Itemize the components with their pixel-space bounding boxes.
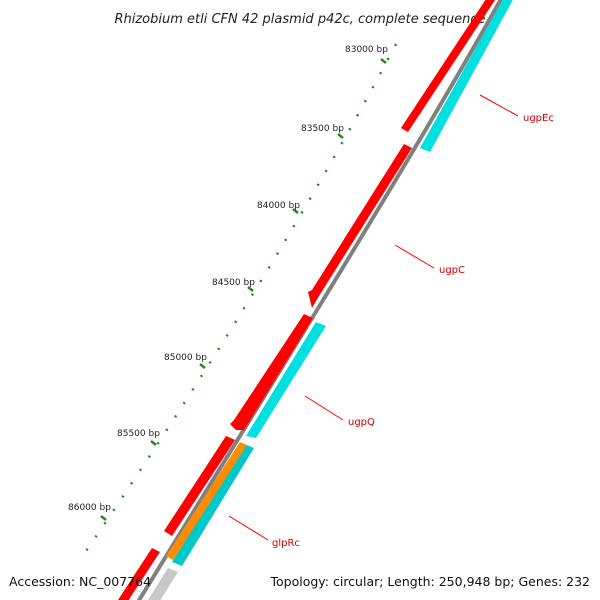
gene-arrow-bottom bbox=[118, 548, 160, 600]
gene-label-lines bbox=[228, 94, 519, 541]
gene-label-glpRc: glpRc bbox=[272, 538, 300, 549]
gene-arrow-glpRc bbox=[166, 442, 247, 560]
major-tick bbox=[100, 515, 107, 521]
major-tick bbox=[199, 363, 206, 369]
accession-label: Accession: NC_007764 bbox=[9, 574, 151, 589]
gene-labels: ugpEc ugpC ugpQ glpRc bbox=[272, 113, 554, 549]
bp-label-85000: 85000 bp bbox=[164, 353, 207, 363]
forward-strand-genes bbox=[118, 0, 496, 600]
bp-label-84000: 84000 bp bbox=[257, 201, 300, 211]
label-line-ugpEc bbox=[479, 94, 519, 117]
gene-label-ugpC: ugpC bbox=[439, 265, 465, 276]
tick-ring bbox=[78, 43, 398, 561]
gene-arrow-ugpQ bbox=[230, 314, 313, 430]
gene-label-ugpEc: ugpEc bbox=[523, 113, 554, 124]
gene-label-ugpQ: ugpQ bbox=[348, 417, 375, 428]
topology-summary: Topology: circular; Length: 250,948 bp; … bbox=[270, 574, 591, 589]
gene-arrow-top bbox=[401, 0, 496, 132]
label-line-ugpC bbox=[394, 244, 435, 269]
label-line-glpRc bbox=[228, 515, 269, 541]
bp-label-83500: 83500 bp bbox=[301, 124, 344, 134]
gene-arrow-lower bbox=[164, 436, 235, 536]
gene-arrow-grey bbox=[148, 568, 178, 600]
tick-ring-dots bbox=[78, 43, 398, 561]
gene-arrow-ugpEc bbox=[420, 0, 513, 152]
gene-arrow-ugpQ-partner bbox=[246, 322, 326, 438]
major-tick bbox=[150, 440, 157, 446]
sequence-backbone bbox=[136, 0, 503, 600]
major-tick bbox=[247, 286, 254, 292]
major-tick bbox=[292, 208, 299, 214]
bp-label-86000: 86000 bp bbox=[68, 503, 111, 513]
bp-label-83000: 83000 bp bbox=[345, 45, 388, 55]
gene-arrow-glpRc-partner bbox=[172, 444, 254, 566]
label-line-ugpQ bbox=[304, 395, 344, 421]
gene-arrow-ugpC bbox=[308, 144, 412, 308]
reverse-strand-genes bbox=[148, 0, 513, 600]
map-title: Rhizobium etli CFN 42 plasmid p42c, comp… bbox=[114, 12, 485, 27]
major-tick bbox=[380, 58, 387, 64]
bp-label-85500: 85500 bp bbox=[117, 429, 160, 439]
bp-label-84500: 84500 bp bbox=[212, 278, 255, 288]
major-tick bbox=[337, 133, 344, 139]
position-labels: 83000 bp 83500 bp 84000 bp 84500 bp 8500… bbox=[68, 45, 388, 513]
